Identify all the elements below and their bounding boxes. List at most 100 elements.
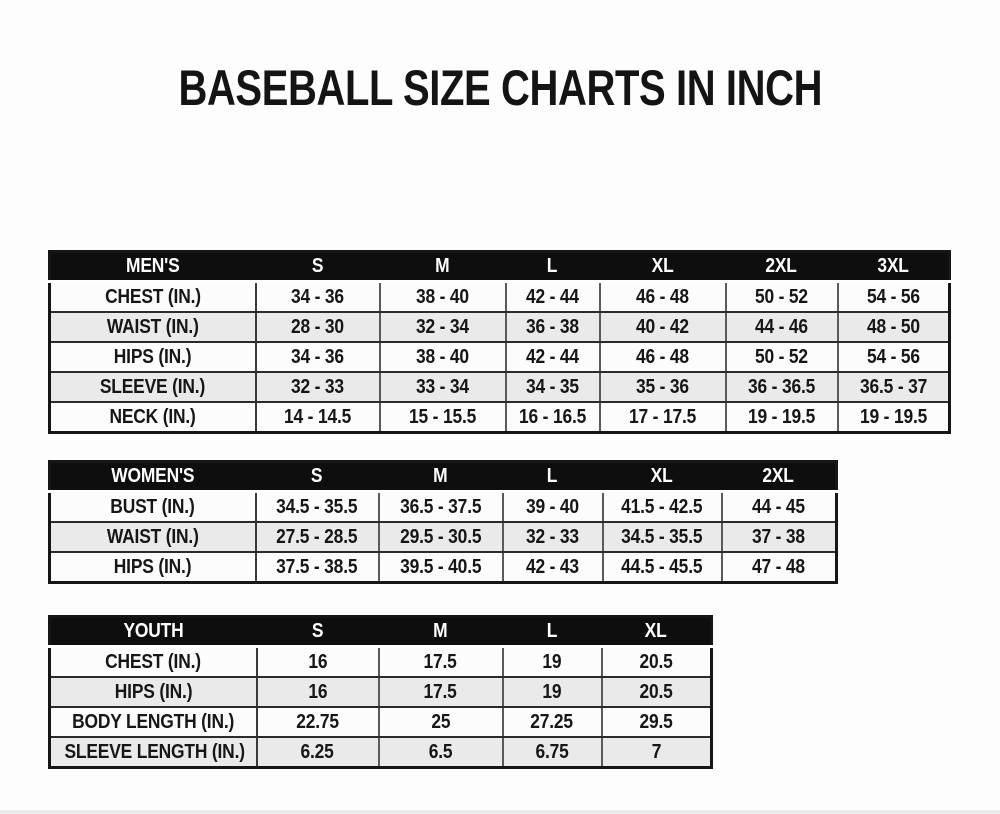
size-value-cell: 25 [377,706,504,738]
size-value-cell-text: 34.5 - 35.5 [621,525,703,548]
size-value-cell: 19 [501,645,603,678]
size-column-header: S [256,616,379,648]
size-value-cell: 38 - 40 [378,341,507,373]
size-value-cell-text: 44.5 - 45.5 [621,555,703,578]
mens-header-row: MEN'S S M L XL 2XL 3XL [49,251,950,283]
size-column-header-text: XL [644,620,667,642]
size-value-cell: 34 - 36 [254,280,381,313]
size-value-cell: 28 - 30 [254,311,381,343]
size-value-cell: 34 - 36 [254,341,381,373]
size-value-cell: 17.5 [377,676,504,708]
size-value-cell-text: 34 - 36 [291,345,344,368]
size-column-header-text: 2XL [765,255,798,277]
size-column-header: L [502,616,602,648]
size-column-header: M [378,461,503,493]
size-value-cell-text: 44 - 46 [755,315,808,338]
measurement-label-cell-text: HIPS (IN.) [113,555,192,578]
size-value-cell-text: 7 [651,740,662,763]
size-value-cell-text: 46 - 48 [636,285,689,308]
size-value-cell: 20.5 [600,676,713,708]
size-value-cell-text: 16 - 16.5 [518,405,587,428]
size-column-header-text: XL [651,465,673,487]
size-column-header: XL [602,461,722,493]
size-value-cell-text: 36 - 38 [526,315,579,338]
size-column-header-text: XL [651,255,674,277]
size-value-cell-text: 34 - 36 [291,285,344,308]
size-value-cell-text: 6.5 [428,740,453,763]
size-value-cell-text: 50 - 52 [755,285,808,308]
size-value-cell-text: 27.5 - 28.5 [276,525,358,548]
size-value-cell-text: 29.5 - 30.5 [399,525,482,548]
size-value-cell-text: 28 - 30 [291,315,344,338]
measurement-label-cell: CHEST (IN.) [48,280,257,313]
table-title-header: YOUTH [49,616,257,648]
size-value-cell-text: 16 [307,650,328,673]
size-value-cell-text: 20.5 [639,650,673,673]
measurement-label-cell-text: WAIST (IN.) [106,525,199,548]
size-value-cell-text: 14 - 14.5 [283,405,352,428]
size-value-cell-text: 34.5 - 35.5 [276,495,358,518]
size-value-cell: 54 - 56 [836,341,951,373]
size-value-cell: 34.5 - 35.5 [254,490,380,523]
size-value-cell-text: 38 - 40 [416,285,469,308]
size-row: NECK (IN.) 14 - 14.5 15 - 15.5 16 - 16.5 17 … [48,401,951,434]
measurement-label-cell-text: WAIST (IN.) [106,315,199,338]
mens-table-body: CHEST (IN.) 34 - 36 38 - 40 42 - 44 46 - 48 5… [48,280,951,434]
size-row: BUST (IN.) 34.5 - 35.5 36.5 - 37.5 39 - 40 4… [48,490,838,523]
table-title-header: MEN'S [49,251,256,283]
measurement-label-cell-text: HIPS (IN.) [114,680,193,703]
measurement-label-cell-text: BODY LENGTH (IN.) [72,710,235,733]
size-value-cell-text: 42 - 44 [526,345,579,368]
size-column-header: S [255,461,379,493]
size-row: HIPS (IN.) 34 - 36 38 - 40 42 - 44 46 - 48 50… [48,341,951,373]
size-value-cell-text: 19 - 19.5 [747,405,816,428]
size-value-cell: 34.5 - 35.5 [601,521,723,553]
measurement-label-cell: WAIST (IN.) [48,311,257,343]
table-title-header-text: YOUTH [123,620,184,642]
size-value-cell-text: 54 - 56 [866,345,920,368]
measurement-label-cell-text: NECK (IN.) [109,405,196,428]
size-value-cell: 15 - 15.5 [378,401,507,434]
size-value-cell: 32 - 33 [254,371,381,403]
size-value-cell-text: 36.5 - 37.5 [399,495,482,518]
size-value-cell-text: 32 - 33 [291,375,344,398]
measurement-label-cell-text: SLEEVE LENGTH (IN.) [64,740,245,763]
measurement-label-cell: SLEEVE (IN.) [48,371,257,403]
womens-table-body: BUST (IN.) 34.5 - 35.5 36.5 - 37.5 39 - 40 4… [48,490,838,584]
size-value-cell: 39 - 40 [501,490,604,523]
size-value-cell: 22.75 [255,706,380,738]
size-column-header: 3XL [837,251,950,283]
page-title: BASEBALL SIZE CHARTS IN INCH [0,62,1000,115]
size-row: BODY LENGTH (IN.) 22.75 25 27.25 29.5 [48,706,713,738]
size-value-cell: 16 [255,645,380,678]
mens-size-table: MEN'S S M L XL 2XL 3XL CHEST (IN.) 34 - 36 38 - … [48,250,951,434]
size-value-cell: 47 - 48 [720,551,838,584]
size-column-header: M [378,616,503,648]
size-value-cell: 32 - 33 [501,521,604,553]
size-column-header-text: 3XL [877,255,909,277]
size-value-cell: 38 - 40 [378,280,507,313]
measurement-label-cell: HIPS (IN.) [48,551,257,584]
size-value-cell: 40 - 42 [598,311,727,343]
measurement-label-cell-text: CHEST (IN.) [104,285,201,308]
size-chart-page: BASEBALL SIZE CHARTS IN INCH MEN'S S M L XL 2… [0,62,1000,814]
size-value-cell: 44.5 - 45.5 [601,551,723,584]
youth-header-row: YOUTH S M L XL [49,616,712,648]
size-value-cell: 54 - 56 [836,280,951,313]
size-value-cell-text: 34 - 35 [526,375,579,398]
size-value-cell: 19 - 19.5 [836,401,951,434]
size-value-cell: 19 [501,676,603,708]
size-column-header-text: S [311,255,324,277]
youth-table-body: CHEST (IN.) 16 17.5 19 20.5 HIPS (IN.) 16 17.5 1… [48,645,713,769]
size-value-cell: 27.5 - 28.5 [254,521,380,553]
size-value-cell: 35 - 36 [598,371,727,403]
size-value-cell: 36.5 - 37 [836,371,951,403]
size-value-cell-text: 27.25 [530,710,574,733]
size-value-cell-text: 41.5 - 42.5 [621,495,703,518]
size-value-cell: 34 - 35 [504,371,601,403]
youth-size-table: YOUTH S M L XL CHEST (IN.) 16 17.5 19 20.5 HIPS (… [48,615,713,769]
size-value-cell-text: 37.5 - 38.5 [276,555,358,578]
size-value-cell: 20.5 [600,645,713,678]
size-value-cell: 36 - 36.5 [724,371,839,403]
measurement-label-cell-text: CHEST (IN.) [105,650,202,673]
